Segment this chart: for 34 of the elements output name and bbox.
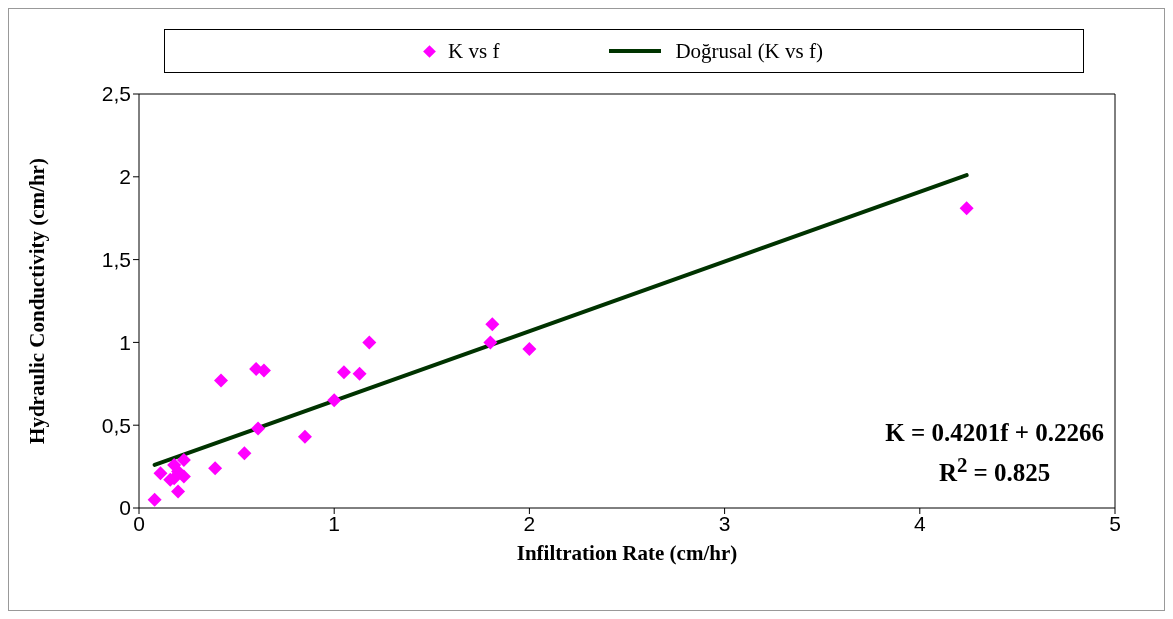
- point: [485, 317, 500, 332]
- annotation: R$^{2}$ = 0.825: [937, 452, 1052, 489]
- y-tick-label: 0,5: [101, 413, 131, 437]
- y-tick-label: 2: [119, 165, 131, 189]
- x-tick-label: 1: [328, 511, 341, 535]
- point: [213, 373, 228, 388]
- legend-label: K vs f: [448, 38, 500, 64]
- x-axis-title: Infiltration Rate (cm/hr): [516, 541, 738, 565]
- point: [237, 446, 252, 461]
- point: [153, 466, 168, 481]
- x-tick-label: 2: [523, 511, 536, 535]
- point: [171, 484, 186, 499]
- y-axis-title: Hydraulic Conductivity (cm/hr): [25, 158, 50, 444]
- x-tick-label: 4: [913, 511, 926, 535]
- point: [176, 452, 191, 467]
- y-tick-label: 1,5: [101, 248, 131, 272]
- legend-label: Doğrusal (K vs f): [675, 38, 823, 64]
- x-tick-label: 3: [718, 511, 731, 535]
- y-tick-label: 2,5: [101, 82, 131, 106]
- point: [362, 335, 377, 350]
- point: [522, 342, 537, 357]
- point: [297, 429, 312, 444]
- point: [336, 365, 351, 380]
- point: [147, 492, 162, 507]
- point: [208, 461, 223, 476]
- y-tick-label: 0: [119, 496, 131, 520]
- annotation: K = 0.4201f + 0.2266: [885, 418, 1104, 448]
- y-tick-label: 1: [119, 330, 131, 354]
- point: [352, 366, 367, 381]
- x-tick-label: 5: [1109, 511, 1121, 535]
- point: [959, 201, 974, 216]
- point: [327, 393, 342, 408]
- point: [251, 421, 266, 436]
- point: [483, 335, 498, 350]
